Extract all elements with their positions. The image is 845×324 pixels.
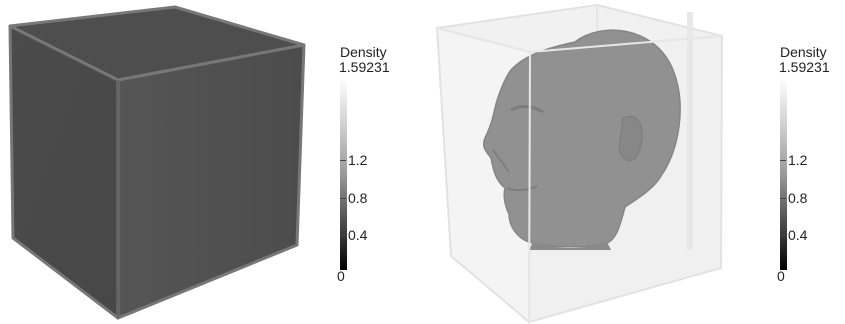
colorbar-min-label: 0 bbox=[777, 268, 785, 284]
colorbar-min-label: 0 bbox=[337, 268, 345, 284]
left-render-view[interactable]: Density 1.59231 1.2 0.8 0.4 0 bbox=[0, 0, 420, 324]
colorbar-tick: 1.2 bbox=[339, 152, 368, 168]
colorbar-tick: 0.4 bbox=[779, 227, 808, 243]
colorbar-tick: 0.8 bbox=[779, 190, 808, 206]
colorbar-tick: 1.2 bbox=[779, 152, 808, 168]
head-volume bbox=[482, 29, 681, 250]
density-colorbar: Density 1.59231 1.2 0.8 0.4 0 bbox=[777, 44, 845, 284]
colorbar-max-label: 1.59231 bbox=[339, 59, 390, 75]
density-colorbar: Density 1.59231 1.2 0.8 0.4 0 bbox=[337, 44, 420, 284]
colorbar-tick: 0.4 bbox=[339, 227, 368, 243]
right-render-view[interactable]: Density 1.59231 1.2 0.8 0.4 0 bbox=[425, 0, 845, 324]
colorbar-ramp bbox=[340, 78, 347, 270]
colorbar-title: Density bbox=[340, 44, 387, 60]
colorbar-ramp bbox=[780, 78, 787, 270]
colorbar-max-label: 1.59231 bbox=[779, 59, 830, 75]
opaque-volume-cube bbox=[8, 5, 306, 320]
translucent-volume-with-head bbox=[435, 3, 724, 324]
colorbar-tick: 0.8 bbox=[339, 190, 368, 206]
colorbar-title: Density bbox=[780, 44, 827, 60]
